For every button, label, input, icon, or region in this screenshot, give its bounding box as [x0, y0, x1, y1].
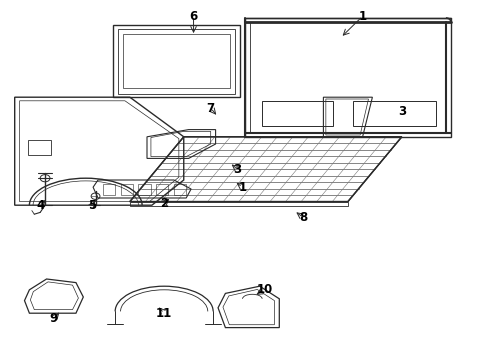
- Text: 1: 1: [359, 10, 367, 23]
- Text: 8: 8: [300, 211, 308, 224]
- Text: 5: 5: [88, 199, 96, 212]
- Text: 7: 7: [207, 102, 215, 114]
- Text: 3: 3: [398, 105, 406, 118]
- Text: 10: 10: [256, 283, 273, 296]
- Text: 11: 11: [156, 307, 172, 320]
- Text: 6: 6: [190, 10, 197, 23]
- Text: 1: 1: [239, 181, 246, 194]
- Text: 4: 4: [36, 199, 44, 212]
- Text: 2: 2: [160, 197, 168, 210]
- Text: 9: 9: [50, 312, 58, 325]
- Text: 3: 3: [234, 163, 242, 176]
